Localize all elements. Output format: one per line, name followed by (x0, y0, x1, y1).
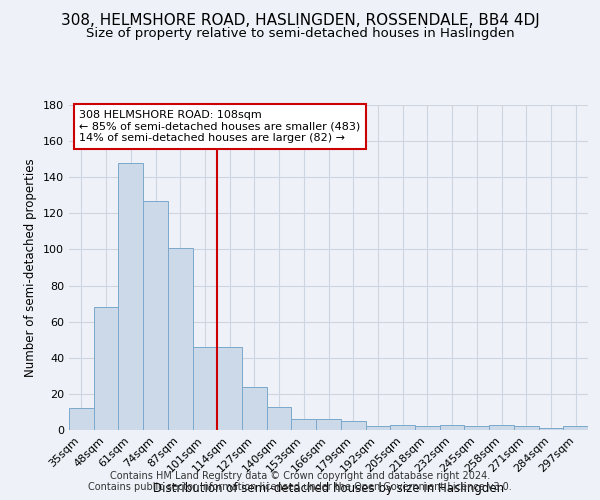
Y-axis label: Number of semi-detached properties: Number of semi-detached properties (25, 158, 37, 377)
X-axis label: Distribution of semi-detached houses by size in Haslingden: Distribution of semi-detached houses by … (153, 482, 504, 495)
Bar (563, 426, 588, 430)
Text: 308 HELMSHORE ROAD: 108sqm
← 85% of semi-detached houses are smaller (483)
14% o: 308 HELMSHORE ROAD: 108sqm ← 85% of semi… (79, 110, 361, 143)
Bar (217, 347, 242, 430)
Bar (539, 428, 563, 430)
Bar (464, 426, 489, 430)
Text: Size of property relative to semi-detached houses in Haslingden: Size of property relative to semi-detach… (86, 28, 514, 40)
Bar (193, 347, 217, 430)
Bar (316, 419, 341, 430)
Bar (94, 307, 118, 430)
Bar (440, 424, 464, 430)
Bar (489, 424, 514, 430)
Bar (267, 406, 292, 430)
Bar (69, 408, 94, 430)
Bar (118, 163, 143, 430)
Bar (365, 426, 390, 430)
Text: 308, HELMSHORE ROAD, HASLINGDEN, ROSSENDALE, BB4 4DJ: 308, HELMSHORE ROAD, HASLINGDEN, ROSSEND… (61, 12, 539, 28)
Bar (341, 421, 365, 430)
Bar (514, 426, 539, 430)
Text: Contains HM Land Registry data © Crown copyright and database right 2024.
Contai: Contains HM Land Registry data © Crown c… (88, 471, 512, 492)
Bar (292, 419, 316, 430)
Bar (168, 248, 193, 430)
Bar (143, 200, 168, 430)
Bar (390, 424, 415, 430)
Bar (242, 386, 267, 430)
Bar (415, 426, 440, 430)
